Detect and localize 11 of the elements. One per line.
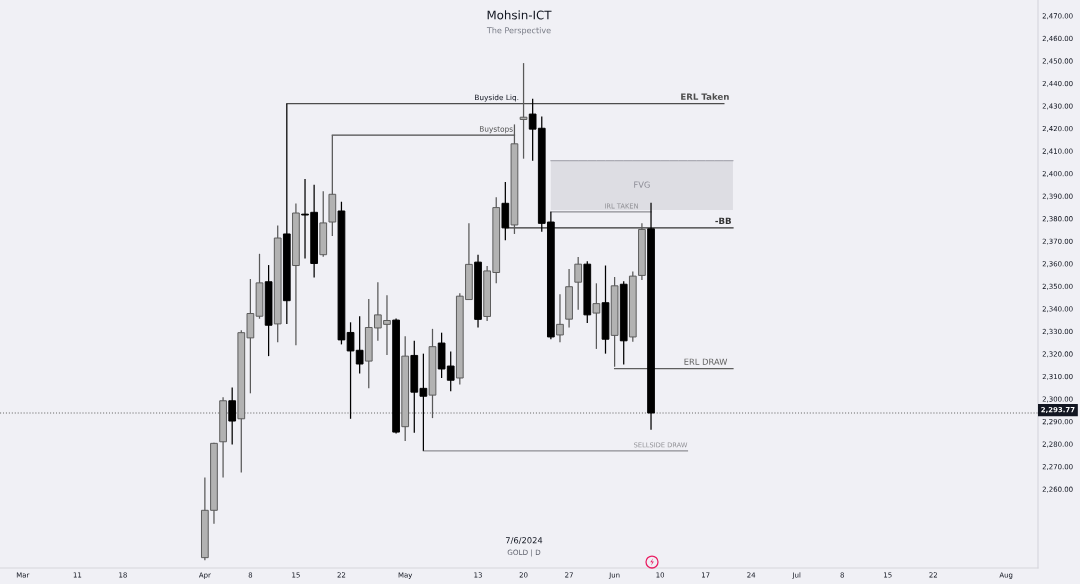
- series-label: -BB: [715, 217, 731, 224]
- text: Mohsin-ICT: [487, 10, 552, 20]
- candlestick: [228, 386, 237, 446]
- text: The Perspective: [486, 27, 551, 35]
- series-label: ERL Taken: [681, 93, 729, 100]
- text: FVG: [634, 181, 650, 188]
- candlestick: [592, 282, 601, 350]
- annotation: 7/6/2024: [505, 537, 543, 545]
- candlestick: [574, 256, 583, 311]
- candlestick: [556, 293, 564, 343]
- series-label: ERL DRAW: [684, 358, 728, 365]
